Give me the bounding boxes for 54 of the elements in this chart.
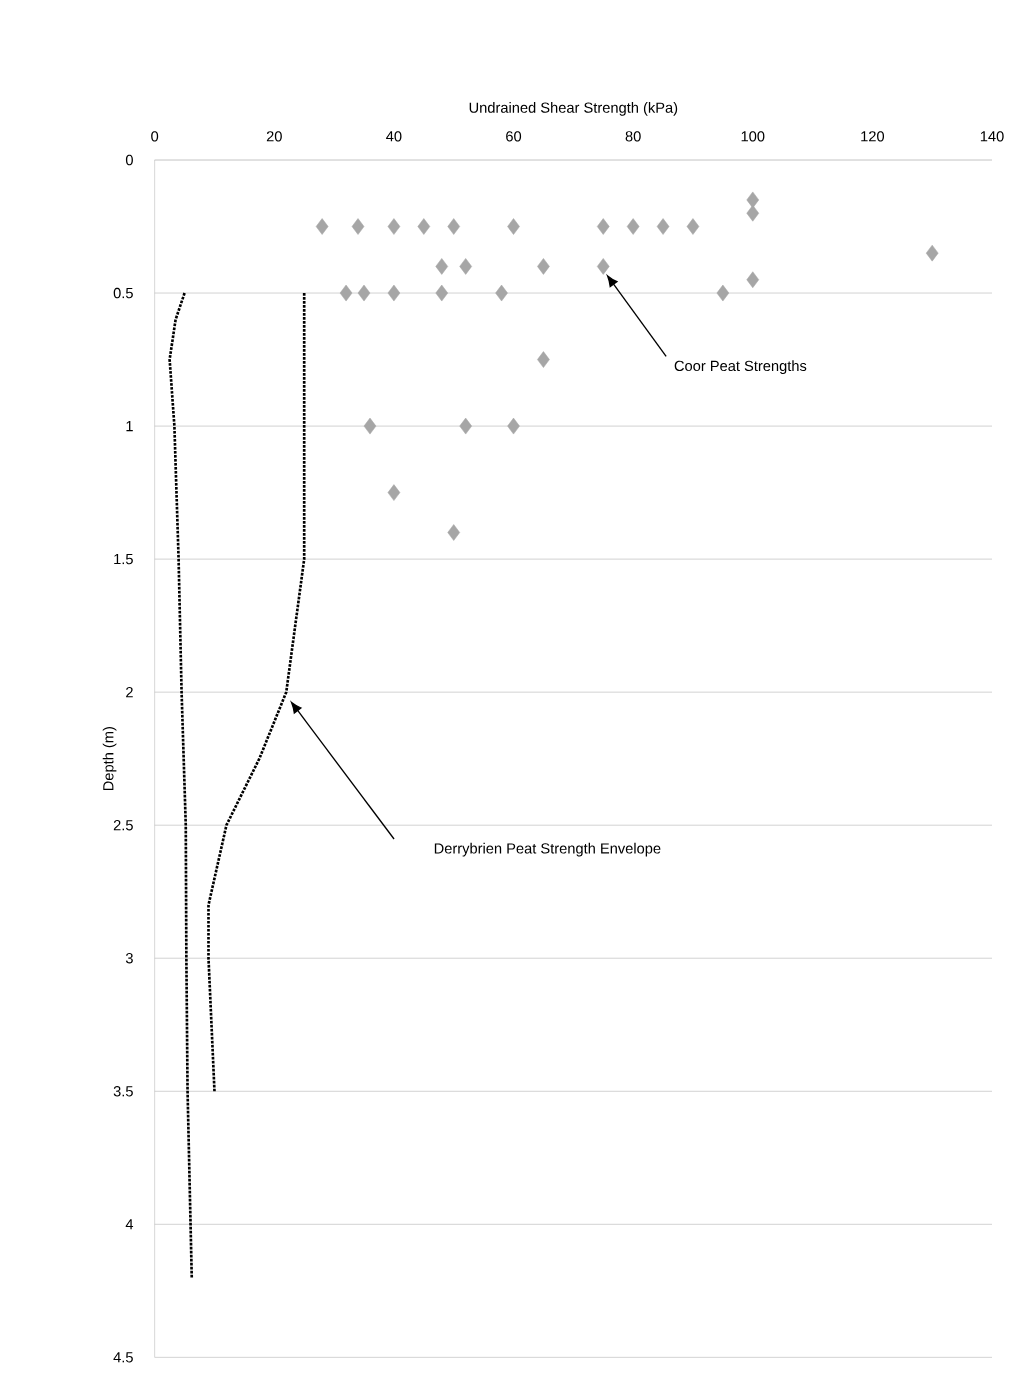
y-tick-label: 0 [125, 154, 133, 166]
x-tick-label: 80 [625, 131, 641, 142]
x-tick-label: 140 [980, 131, 1004, 142]
point [746, 191, 760, 209]
x-tick-label: 40 [386, 131, 402, 142]
point [716, 284, 730, 302]
point [459, 417, 472, 435]
line-series [168, 291, 194, 1279]
point [746, 204, 760, 222]
x-tick-label: 100 [741, 131, 765, 142]
point [656, 218, 670, 235]
y-tick-label: 3 [125, 953, 133, 964]
point [435, 284, 449, 302]
point [495, 284, 508, 302]
point [447, 524, 460, 541]
point [459, 258, 472, 275]
point [387, 284, 401, 302]
x-tick-label: 20 [266, 131, 282, 142]
point [537, 351, 550, 368]
y-tick-label: 3.5 [113, 1086, 133, 1097]
annotation: Derrybrien Peat Strength Envelope [434, 842, 661, 857]
point [351, 218, 365, 235]
y-tick-label: 2.5 [113, 820, 133, 831]
y-tick-label: 1.5 [114, 554, 133, 565]
y-tick-label: 2 [126, 687, 133, 698]
point [596, 258, 610, 275]
x-tick-label: 0 [151, 131, 159, 142]
point [387, 484, 401, 501]
point [363, 417, 377, 435]
y-tick-label: 0.5 [113, 287, 133, 299]
point [357, 284, 371, 302]
point [746, 271, 760, 289]
y-axis-title: Depth (m) [102, 727, 117, 791]
point [387, 218, 401, 235]
y-tick-label: 4.5 [113, 1352, 133, 1363]
point [596, 218, 610, 235]
x-tick-label: 120 [861, 131, 885, 142]
annotation: Coor Peat Strengths [674, 360, 807, 374]
y-tick-label: 1 [126, 421, 133, 432]
point [925, 244, 939, 262]
x-tick-label: 60 [506, 131, 522, 142]
point [417, 218, 431, 235]
point [686, 218, 700, 235]
point [507, 417, 520, 435]
x-axis-title: Undrained Shear Strength (kPa) [469, 102, 678, 116]
point [315, 218, 329, 235]
point [507, 218, 520, 235]
point [537, 258, 550, 275]
point [626, 218, 640, 235]
y-tick-label: 4 [125, 1219, 134, 1230]
point [339, 284, 353, 302]
point [447, 218, 460, 235]
point [435, 258, 449, 275]
line-series [207, 291, 306, 1093]
